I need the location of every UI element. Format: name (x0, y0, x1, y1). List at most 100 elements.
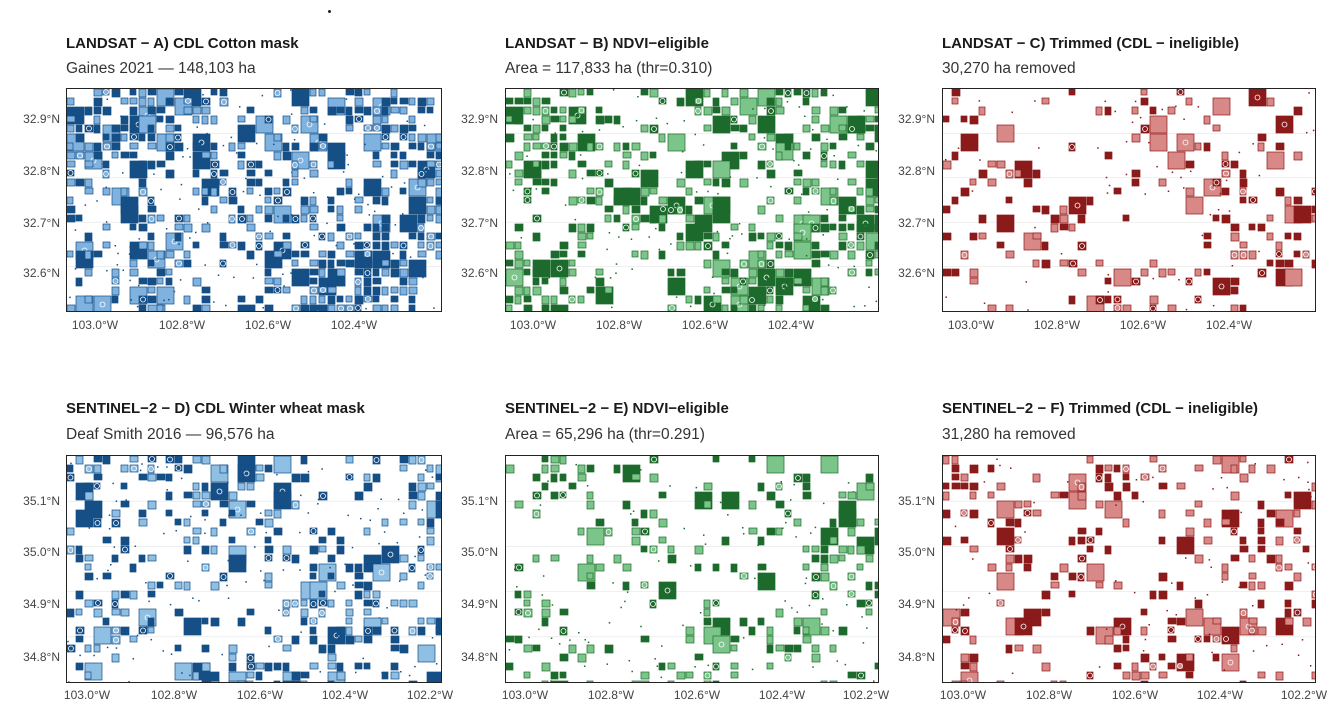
field-parcel (327, 259, 335, 269)
pivot-circle (1177, 89, 1184, 95)
field-parcel (354, 259, 362, 268)
field-speck (110, 563, 112, 566)
field-parcel (111, 590, 120, 600)
field-speck (338, 636, 340, 639)
field-speck (227, 481, 229, 484)
field-speck (1265, 644, 1268, 647)
pivot-circle (650, 546, 657, 553)
pivot-circle (67, 170, 74, 176)
field-parcel (766, 160, 774, 168)
field-parcel (820, 142, 829, 152)
field-parcel (559, 473, 567, 482)
field-parcel (1158, 509, 1166, 519)
field-parcel (183, 518, 191, 527)
field-parcel (1158, 464, 1167, 473)
field-speck (716, 230, 719, 233)
field-parcel (300, 205, 310, 215)
pivot-circle (718, 641, 725, 648)
field-speck (68, 681, 70, 682)
field-parcel (622, 205, 630, 215)
field-parcel (291, 671, 301, 681)
field-speck (630, 513, 632, 515)
field-speck (115, 500, 118, 503)
field-speck (290, 272, 292, 274)
field-parcel (622, 142, 630, 151)
field-parcel (84, 142, 94, 152)
field-parcel (174, 464, 183, 472)
pivot-circle (713, 600, 719, 606)
field-parcel (757, 115, 776, 134)
field-parcel (685, 214, 695, 223)
field-parcel (318, 250, 327, 258)
field-parcel (1113, 268, 1132, 287)
field-parcel (228, 491, 238, 501)
field-parcel (129, 259, 138, 268)
field-parcel (1122, 482, 1131, 492)
field-parcel (766, 491, 776, 501)
pivot-circle (373, 457, 380, 463)
field-speck (594, 276, 597, 279)
field-parcel (138, 554, 146, 563)
field-parcel (739, 97, 758, 116)
field-speck (421, 509, 424, 511)
field-parcel (865, 223, 875, 231)
x-tick-label: 103.0°W (947, 318, 995, 332)
field-parcel (84, 671, 92, 680)
field-parcel (559, 133, 567, 141)
field-parcel (622, 581, 630, 591)
field-parcel (399, 124, 409, 134)
field-parcel (345, 563, 354, 573)
field-parcel (246, 653, 255, 663)
field-parcel (147, 89, 157, 96)
field-parcel (138, 223, 148, 232)
field-parcel (541, 464, 549, 474)
field-parcel (1149, 662, 1157, 671)
field-speck (1184, 557, 1187, 559)
field-parcel (165, 491, 173, 501)
field-parcel (435, 500, 441, 519)
field-speck (189, 515, 192, 518)
field-parcel (210, 205, 218, 214)
field-parcel (363, 608, 372, 616)
pivot-circle (229, 242, 236, 248)
field-parcel (541, 482, 549, 491)
field-parcel (183, 97, 193, 105)
field-parcel (1158, 178, 1167, 187)
field-parcel (586, 464, 595, 473)
field-parcel (318, 608, 326, 618)
field-parcel (1194, 599, 1203, 609)
field-speck (658, 560, 660, 562)
field-parcel (1284, 563, 1293, 571)
y-tick-label: 32.8°N (461, 164, 498, 178)
field-parcel (568, 151, 576, 161)
pivot-circle (229, 216, 235, 222)
field-parcel (514, 295, 522, 305)
field-speck (1312, 129, 1315, 132)
field-speck (847, 482, 850, 484)
field-parcel (874, 106, 878, 114)
pivot-circle (310, 215, 316, 222)
field-parcel (237, 115, 246, 123)
field-parcel (559, 608, 569, 616)
field-parcel (1239, 169, 1247, 179)
field-parcel (102, 142, 112, 151)
pivot-circle (302, 242, 308, 248)
field-parcel (246, 662, 256, 671)
field-parcel (210, 178, 220, 188)
field-parcel (372, 223, 380, 232)
field-parcel (318, 304, 328, 311)
field-parcel (613, 214, 621, 223)
field-parcel (372, 599, 380, 608)
field-parcel (640, 635, 650, 643)
field-parcel (67, 178, 76, 187)
pivot-circle (556, 265, 563, 272)
field-parcel (532, 268, 540, 277)
field-parcel (1239, 545, 1249, 553)
field-parcel (775, 151, 783, 161)
field-parcel (996, 214, 1015, 233)
field-parcel (147, 626, 155, 634)
field-parcel (978, 232, 987, 240)
field-parcel (541, 187, 550, 195)
field-parcel (1275, 142, 1285, 151)
field-parcel (532, 491, 542, 500)
